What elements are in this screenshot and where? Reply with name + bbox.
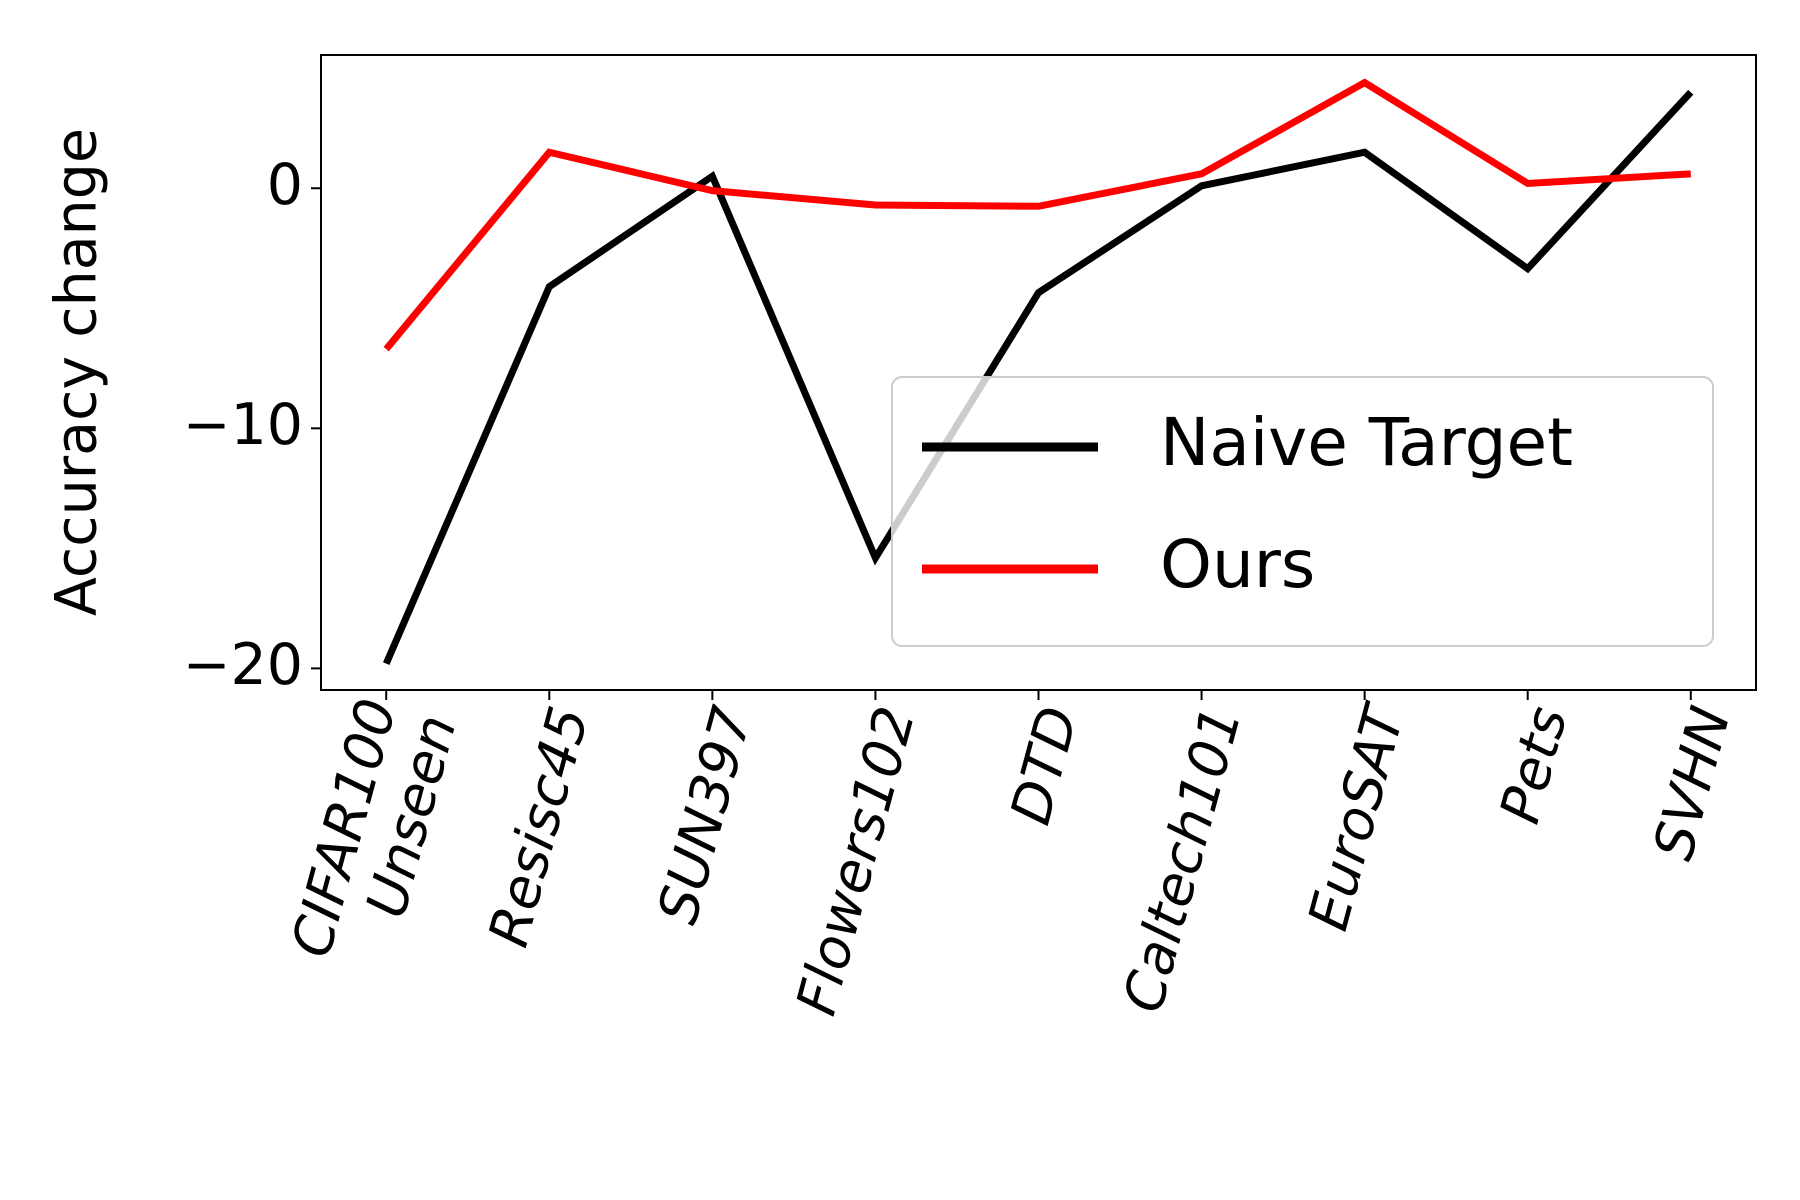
x-tick-label: CIFAR100Unseen — [279, 692, 469, 979]
x-tick-label: Pets — [1487, 700, 1579, 830]
series-line — [383, 89, 1694, 665]
x-tick-label: Flowers102 — [784, 700, 928, 1021]
y-tick-label: 0 — [267, 152, 303, 218]
legend-label: Naive Target — [1160, 404, 1573, 481]
series-line — [383, 78, 1691, 352]
y-tick-label: −20 — [183, 632, 303, 698]
y-axis-label: Accuracy change — [44, 128, 110, 616]
legend-label: Ours — [1160, 526, 1315, 603]
y-tick-label: −10 — [183, 392, 303, 458]
plot-frame — [320, 54, 1757, 691]
x-tick-label: Caltech101 — [1111, 700, 1254, 1019]
x-tick-label: SVHN — [1641, 700, 1743, 866]
x-tick-label: EuroSAT — [1296, 696, 1418, 937]
x-tick-label: SUN397 — [645, 700, 764, 930]
x-tick-label: Resisc45 — [476, 700, 601, 953]
x-tick-label: DTD — [998, 700, 1090, 831]
